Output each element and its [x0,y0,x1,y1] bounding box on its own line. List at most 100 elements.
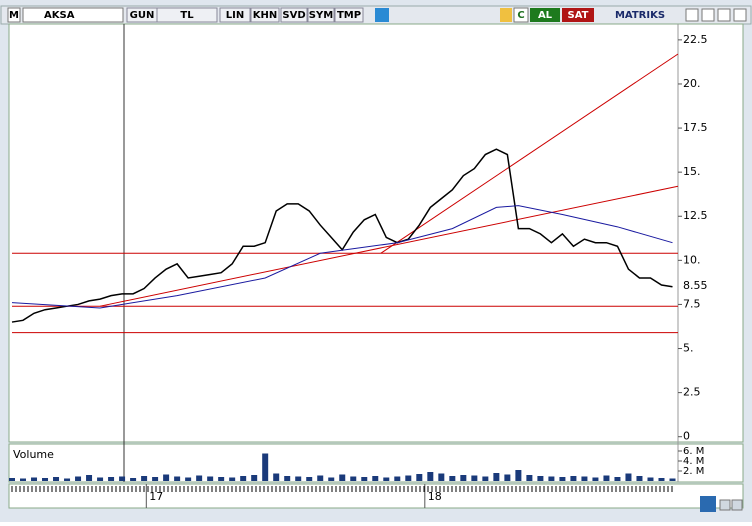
volume-bar [449,476,456,481]
volume-tick-label: 4. M [683,456,704,467]
volume-bar [119,476,126,481]
volume-bar [163,474,170,481]
refresh: C [517,10,524,21]
toolbar-button-label: TL [180,10,194,21]
toolbar-button-label: KHN [253,10,278,21]
y-tick-label: 7.5 [683,297,701,310]
trend-line [99,185,679,307]
last-value-box [680,279,714,292]
logo: M [9,10,19,21]
volume-bar [284,476,291,481]
twitter-button[interactable] [375,8,389,22]
volume-bar [504,474,511,481]
volume-bar [20,478,27,481]
volume-bar [108,477,115,481]
y-tick-label: 20. [683,77,701,90]
toolbar-button[interactable] [219,7,251,23]
volume-bar [581,476,588,481]
volume-bar [152,477,159,481]
logo-box[interactable] [7,7,21,23]
volume-bar [86,475,93,481]
scroll-right[interactable] [731,499,743,511]
volume-bar [394,476,401,481]
y-tick-label: 12.5 [683,209,708,222]
volume-pane [8,443,744,483]
sync-button[interactable] [700,496,716,512]
volume-tick-label: 2. M [683,466,704,477]
volume-bar [9,478,15,481]
volume-bar [559,477,566,481]
volume-bar [592,477,599,481]
series-line [11,205,673,309]
restore[interactable] [717,8,731,22]
toolbar-button-label: SYM [309,10,333,21]
volume-tick-label: 6. M [683,446,704,457]
y-tick-label: 22.5 [683,33,708,46]
volume-bar [328,477,335,481]
scroll-left[interactable] [719,499,731,511]
toolbar-button[interactable] [307,7,335,23]
close[interactable] [733,8,747,22]
toolbar-button[interactable] [250,7,280,23]
trend-line [380,53,679,254]
x-tick-label: 18 [428,490,442,503]
price-pane [8,23,744,443]
toolbar-button[interactable] [334,7,364,23]
volume-bar [405,475,412,481]
volume-bar [64,478,71,481]
toolbar-button[interactable] [280,7,308,23]
volume-bar [482,476,489,481]
volume-bar [647,477,654,481]
volume-bar [97,477,104,481]
toolbar-button-label: GUN [130,10,155,21]
volume-bar [548,476,555,481]
maximize[interactable] [701,8,715,22]
symbol: AKSA [44,10,75,21]
symbol-box[interactable] [22,7,124,23]
volume-bar [614,477,621,481]
volume-bar [75,476,82,481]
volume-bar [42,478,49,481]
refresh-box[interactable] [513,7,529,23]
volume-bar [460,475,467,481]
volume-bar [669,478,676,481]
volume-bar [438,473,445,481]
volume-bar [273,473,280,481]
volume-bar [636,476,643,481]
brand: MATRIKS [615,10,665,21]
volume-bar [658,478,665,481]
volume-bar [515,470,522,481]
button-group: GUN TL LIN KHN SVD SYM TMP [126,7,364,23]
volume-bar [295,476,302,481]
last-value: 8.55 [683,279,708,292]
sell: SAT [568,10,589,21]
volume-bar [141,476,148,481]
buy: AL [538,10,553,21]
minimize[interactable] [685,8,699,22]
volume-bar [383,477,390,481]
volume-bar [625,473,632,481]
flash-button[interactable] [500,8,512,22]
sell-button[interactable] [562,8,594,22]
volume-bar [185,477,192,481]
volume-bar [53,477,60,481]
y-tick-label: 10. [683,253,701,266]
volume-bar [339,474,346,481]
volume-bar [229,477,236,481]
volume-bar [262,453,269,481]
toolbar-button[interactable] [156,7,218,23]
volume-bar [361,477,368,481]
toolbar-button-label: TMP [337,10,361,21]
volume-bar [196,475,203,481]
volume-bar [306,477,313,481]
buy-button[interactable] [530,8,560,22]
volume-bar [570,476,577,481]
toolbar-button-label: SVD [282,10,305,21]
volume-bar [130,478,137,481]
volume-bar [537,476,544,481]
volume-bar [31,477,38,481]
volume-bar [174,476,181,481]
volume-bar [317,475,324,481]
volume-bar [526,475,533,481]
volume-bar [603,475,610,481]
